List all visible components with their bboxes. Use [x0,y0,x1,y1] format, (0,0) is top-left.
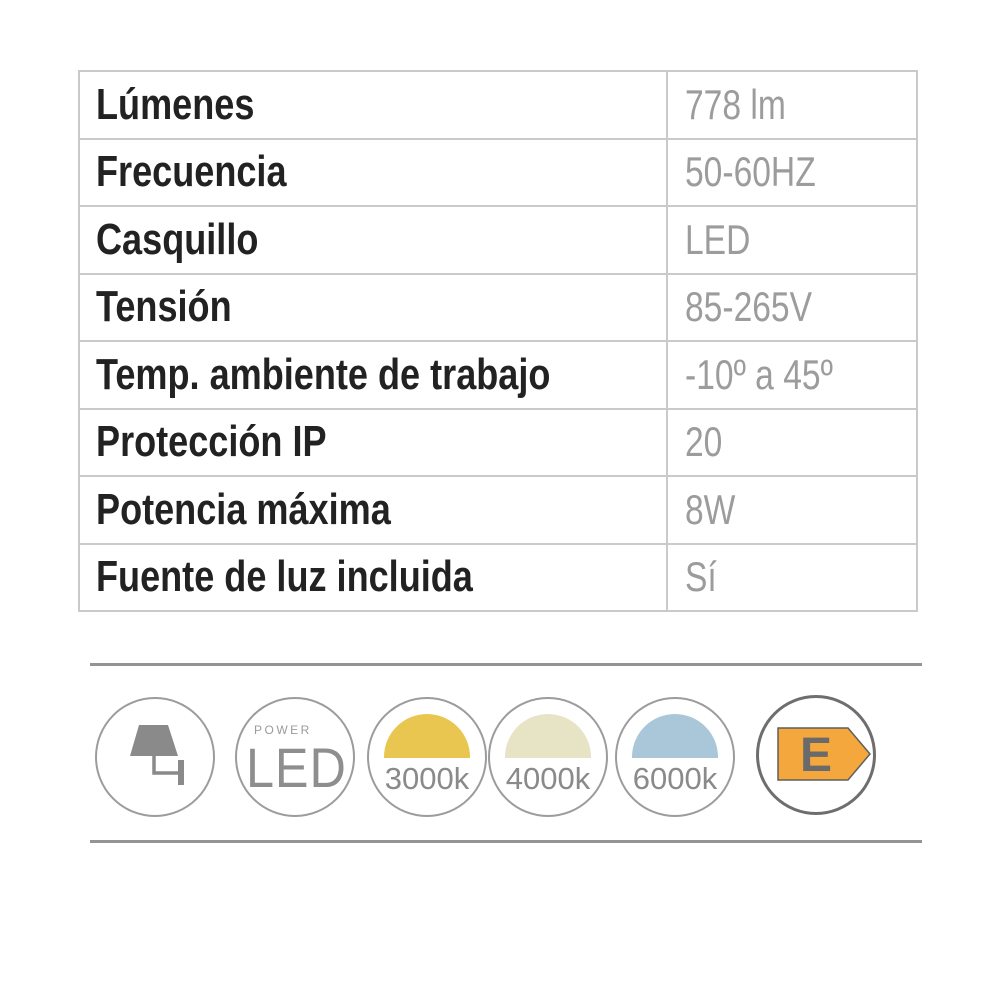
divider-bottom [90,840,922,843]
row-label: Protección IP [78,407,668,477]
row-value: 20 [666,407,918,477]
row-value: 778 lm [666,70,918,140]
table-row: Tensión 85-265V [78,272,918,342]
row-label: Lúmenes [78,70,668,140]
badge-energy-class: E [756,695,876,815]
color-temp-dome-icon [384,714,470,758]
color-temp-dome-icon [632,714,718,758]
badge-color-temp-4000k: 4000k [488,697,608,817]
badge-color-temp-6000k: 6000k [615,697,735,817]
power-led-main-label: LED [246,736,347,799]
table-row: Lúmenes 778 lm [78,70,918,140]
energy-class-icon: E [777,727,871,782]
table-row: Temp. ambiente de trabajo -10º a 45º [78,340,918,410]
table-row: Fuente de luz incluida Sí [78,542,918,612]
color-temp-dome-icon [505,714,591,758]
wall-lamp-icon [130,725,184,785]
row-value: LED [666,205,918,275]
row-value: -10º a 45º [666,340,918,410]
table-row: Frecuencia 50-60HZ [78,137,918,207]
row-value: 8W [666,475,918,545]
row-label: Casquillo [78,205,668,275]
divider-top [90,663,922,666]
color-temp-label: 4000k [505,761,591,796]
badge-color-temp-3000k: 3000k [367,697,487,817]
spec-table: Lúmenes 778 lm Frecuencia 50-60HZ Casqui… [78,70,918,612]
badge-wall-lamp [95,697,215,817]
color-temp-label: 6000k [632,761,718,796]
row-value: Sí [666,542,918,612]
row-label: Potencia máxima [78,475,668,545]
table-row: Potencia máxima 8W [78,475,918,545]
row-label: Frecuencia [78,137,668,207]
row-value: 85-265V [666,272,918,342]
color-temp-label: 3000k [384,761,470,796]
row-label: Fuente de luz incluida [78,542,668,612]
energy-class-letter: E [800,729,832,782]
power-led-top-label: POWER [254,723,312,737]
table-row: Casquillo LED [78,205,918,275]
row-label: Temp. ambiente de trabajo [78,340,668,410]
table-row: Protección IP 20 [78,407,918,477]
badge-power-led: POWER LED [235,697,355,817]
row-value: 50-60HZ [666,137,918,207]
row-label: Tensión [78,272,668,342]
